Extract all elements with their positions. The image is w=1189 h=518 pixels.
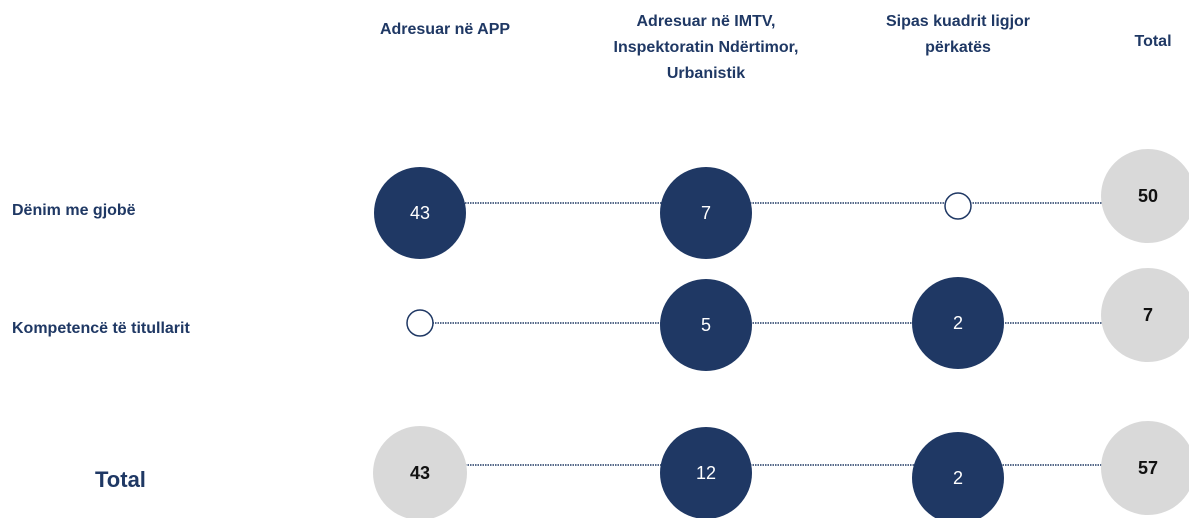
bubble-value: 57 bbox=[1138, 458, 1158, 478]
column-header: Adresuar në IMTV, Inspektoratin Ndërtimo… bbox=[613, 13, 799, 82]
bubble-value: 7 bbox=[1143, 305, 1153, 325]
value-bubble bbox=[912, 277, 1004, 369]
row-label: Dënim me gjobë bbox=[12, 202, 136, 219]
row-label: Kompetencë të titullarit bbox=[12, 320, 190, 337]
empty-marker bbox=[406, 309, 434, 337]
bubble-value: 43 bbox=[410, 463, 430, 483]
column-header: Sipas kuadrit ligjor përkatës bbox=[885, 13, 1031, 56]
row-label: Total bbox=[95, 467, 146, 492]
total-bubble bbox=[1101, 149, 1189, 243]
value-bubble bbox=[660, 427, 752, 518]
total-bubble bbox=[373, 426, 467, 518]
column-header: Total bbox=[1134, 33, 1172, 50]
bubble-value: 2 bbox=[953, 468, 963, 488]
column-header: Adresuar në APP bbox=[379, 21, 511, 38]
bubble-value: 43 bbox=[410, 203, 430, 223]
total-bubble bbox=[1101, 268, 1189, 362]
value-bubble bbox=[660, 167, 752, 259]
value-bubble bbox=[374, 167, 466, 259]
total-bubble bbox=[1101, 421, 1189, 515]
empty-marker bbox=[944, 192, 972, 220]
value-bubble bbox=[660, 279, 752, 371]
bubble-value: 7 bbox=[701, 203, 711, 223]
bubble-value: 50 bbox=[1138, 186, 1158, 206]
bubble-value: 12 bbox=[696, 463, 716, 483]
bubble-value: 5 bbox=[701, 315, 711, 335]
bubble-value: 2 bbox=[953, 313, 963, 333]
value-bubble bbox=[912, 432, 1004, 518]
